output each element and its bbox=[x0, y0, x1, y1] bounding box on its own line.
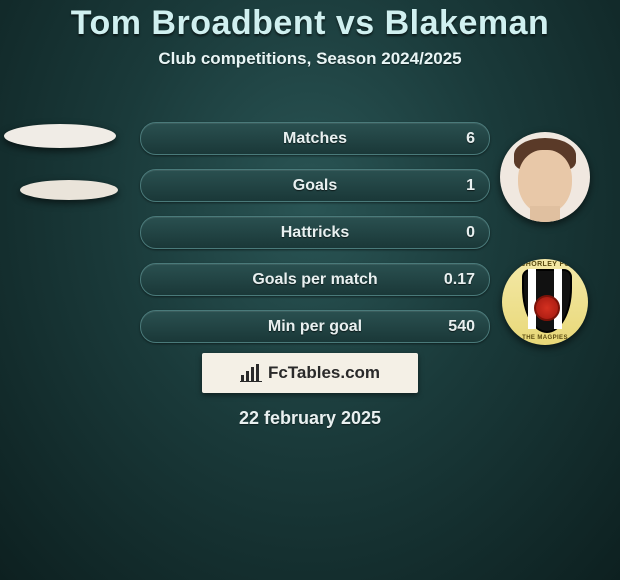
row-goals-per-match: Goals per match 0.17 bbox=[140, 263, 490, 296]
date-text: 22 february 2025 bbox=[0, 408, 620, 429]
row-label: Goals per match bbox=[252, 271, 377, 289]
right-player-avatar bbox=[500, 132, 590, 222]
brand-badge: FcTables.com bbox=[202, 353, 418, 393]
row-label: Hattricks bbox=[281, 224, 349, 242]
row-right-value: 1 bbox=[466, 177, 475, 195]
crest-stripe-shape bbox=[528, 269, 536, 329]
left-club-crest bbox=[20, 180, 118, 200]
face-skin-shape bbox=[518, 150, 572, 214]
row-right-value: 540 bbox=[448, 318, 475, 336]
row-goals: Goals 1 bbox=[140, 169, 490, 202]
crest-rose-shape bbox=[534, 295, 560, 321]
row-label: Matches bbox=[283, 130, 347, 148]
row-matches: Matches 6 bbox=[140, 122, 490, 155]
stats-rows: Matches 6 Goals 1 Hattricks 0 Goals per … bbox=[140, 122, 490, 357]
brand-text: FcTables.com bbox=[268, 363, 380, 383]
row-right-value: 0.17 bbox=[444, 271, 475, 289]
page-subtitle: Club competitions, Season 2024/2025 bbox=[0, 49, 620, 69]
left-player-avatar bbox=[4, 124, 116, 148]
face-neck-shape bbox=[530, 206, 560, 222]
right-club-crest: CHORLEY FC THE MAGPIES bbox=[502, 259, 588, 345]
row-min-per-goal: Min per goal 540 bbox=[140, 310, 490, 343]
row-label: Goals bbox=[293, 177, 337, 195]
crest-bottom-text: THE MAGPIES bbox=[502, 335, 588, 341]
page-title: Tom Broadbent vs Blakeman bbox=[0, 0, 620, 43]
bar-chart-icon bbox=[240, 364, 262, 382]
row-label: Min per goal bbox=[268, 318, 362, 336]
row-hattricks: Hattricks 0 bbox=[140, 216, 490, 249]
row-right-value: 0 bbox=[466, 224, 475, 242]
crest-top-text: CHORLEY FC bbox=[502, 261, 588, 268]
row-right-value: 6 bbox=[466, 130, 475, 148]
